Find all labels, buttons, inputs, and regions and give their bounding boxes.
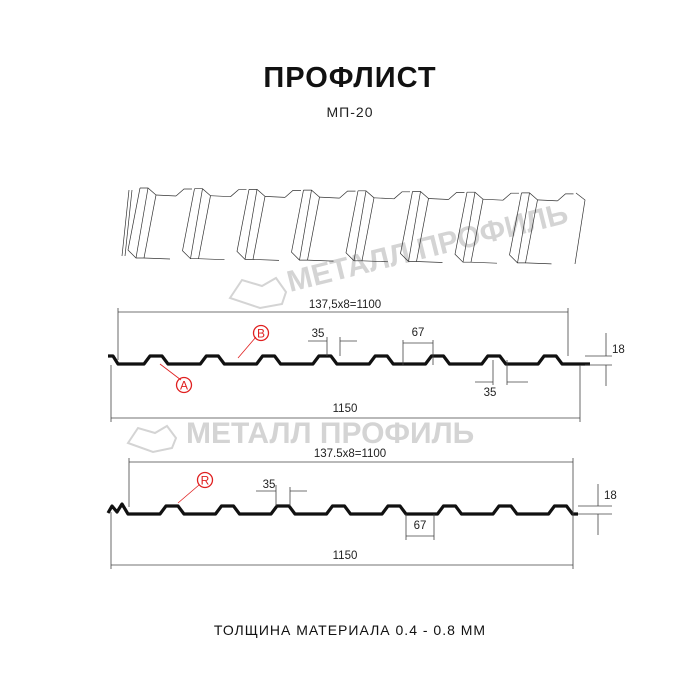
sheet-rib-line xyxy=(299,190,312,261)
sheet-rib-line xyxy=(124,189,133,257)
profile-a: B A 137,5x8=1100 1150 35 67 35 18 xyxy=(108,299,625,422)
sheet-rib-line xyxy=(428,198,449,200)
page-subtitle: МП-20 xyxy=(326,104,374,120)
mark-b-label: B xyxy=(257,327,265,341)
sheet-rib-line xyxy=(416,261,443,263)
sheet-rib-line xyxy=(190,188,203,259)
sheet-rib-line xyxy=(470,261,498,264)
sheet-rib-line xyxy=(574,192,586,265)
sheet-rib-line xyxy=(135,187,149,259)
profile-a-line xyxy=(108,354,590,366)
profile-r-line xyxy=(106,502,578,516)
height-label: 18 xyxy=(612,344,625,356)
sheet-rib-line xyxy=(462,192,476,263)
sheet-rib-line xyxy=(393,191,410,200)
width-label: 1150 xyxy=(333,550,358,562)
sheet-rib-line xyxy=(198,258,225,261)
width-label: 1150 xyxy=(333,403,358,415)
sheet-rib-line xyxy=(482,198,504,201)
pitch-label: 137.5x8=1100 xyxy=(314,448,386,460)
sheet-rib-line xyxy=(448,192,465,200)
sheet-rib-line xyxy=(319,196,340,199)
pitch-label: 137,5x8=1100 xyxy=(309,299,381,311)
sheet-rib-line xyxy=(307,259,334,262)
mark-r-circle xyxy=(196,471,214,489)
sheet-rib-line xyxy=(525,262,552,265)
sheet-rib-line xyxy=(361,260,389,263)
sheet-rib-line xyxy=(502,192,519,201)
material-thickness: ТОЛЩИНА МАТЕРИАЛА 0.4 - 0.8 ММ xyxy=(213,622,487,638)
sheet-rib-line xyxy=(121,189,130,257)
sheet-3d-view xyxy=(121,187,586,265)
page-title: ПРОФЛИСТ xyxy=(263,62,437,94)
watermark-logo-icon xyxy=(228,276,288,310)
top-width-label: 35 xyxy=(263,479,276,491)
top-width-label: 35 xyxy=(312,328,325,340)
sheet-rib-line xyxy=(517,192,530,263)
sheet-rib-line xyxy=(373,197,395,200)
sheet-rib-line xyxy=(143,257,171,260)
bottom-width-label: 67 xyxy=(414,520,427,532)
profile-r: R 137.5x8=1100 1150 35 67 18 xyxy=(106,448,617,569)
height-label: 18 xyxy=(604,490,617,502)
watermark-logo-icon xyxy=(126,424,178,454)
sheet-rib-line xyxy=(537,199,558,202)
sheet-rib-line xyxy=(244,189,258,260)
sheet-rib-line xyxy=(557,193,574,202)
sheet-rib-line xyxy=(264,196,286,198)
watermark-2: МЕТАЛЛ ПРОФИЛЬ xyxy=(126,417,474,454)
sheet-rib-line xyxy=(339,190,356,199)
sheet-rib-line xyxy=(210,195,231,198)
sheet-rib-line xyxy=(353,190,367,261)
rib-width-label: 35 xyxy=(484,387,497,399)
mark-r-label: R xyxy=(201,474,210,488)
mark-a-circle xyxy=(175,376,193,394)
sheet-rib-line xyxy=(284,190,301,198)
mark-a-label: A xyxy=(180,379,188,393)
sheet-rib-line xyxy=(175,188,192,197)
sheet-rib-line xyxy=(230,189,247,197)
sheet-rib-line xyxy=(155,194,177,197)
sheet-rib-line xyxy=(252,259,280,261)
bottom-width-label: 67 xyxy=(412,327,425,339)
sheet-rib-line xyxy=(408,191,421,262)
mark-b-circle xyxy=(252,324,270,342)
watermark-text: МЕТАЛЛ ПРОФИЛЬ xyxy=(186,417,474,450)
